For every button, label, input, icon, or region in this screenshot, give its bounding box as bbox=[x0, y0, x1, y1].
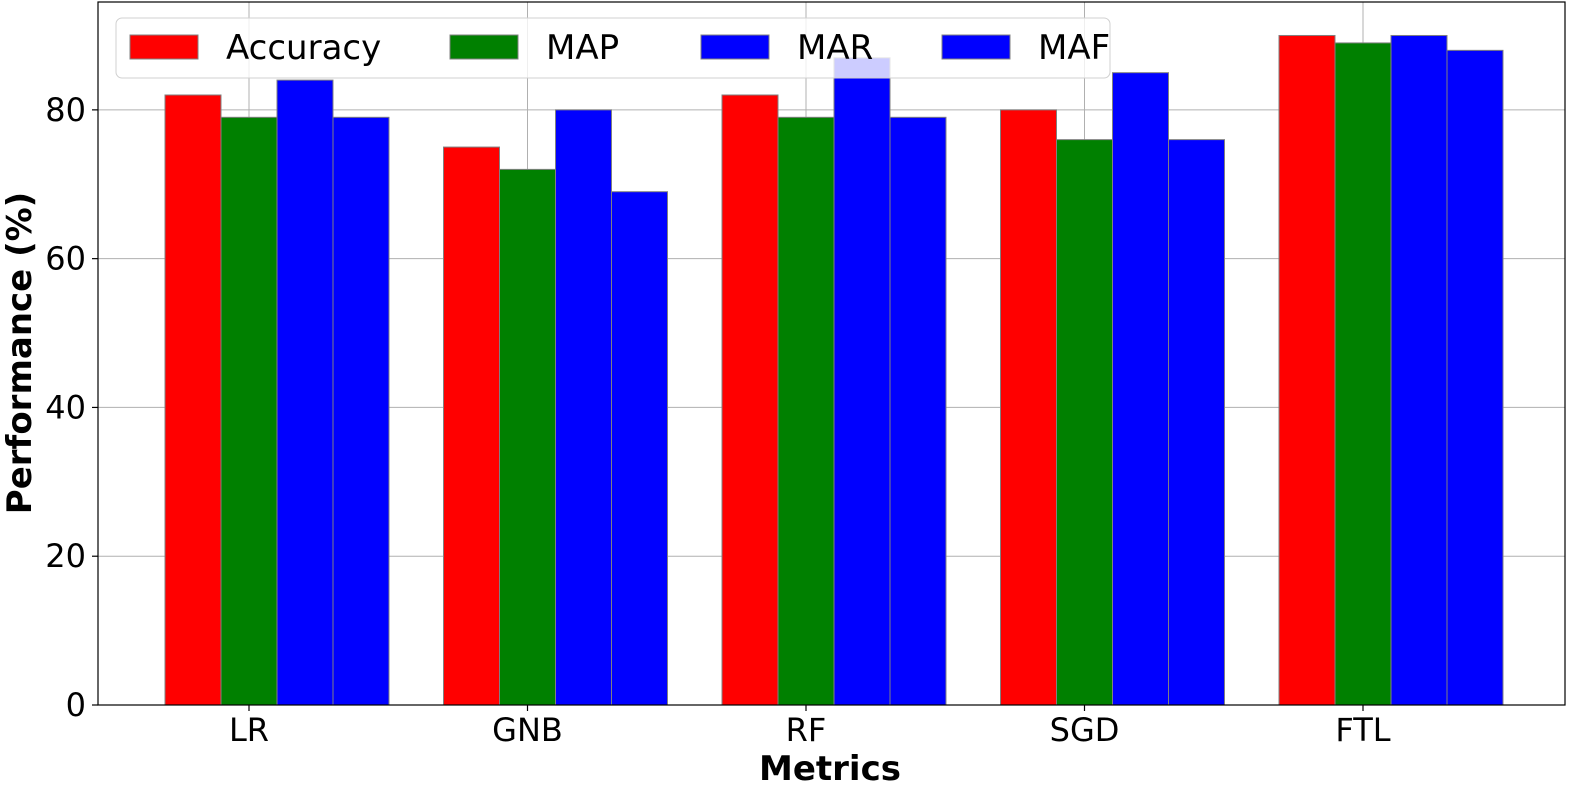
y-tick-label: 60 bbox=[45, 240, 86, 278]
bars-layer bbox=[164, 34, 1504, 706]
legend-label-map: MAP bbox=[546, 28, 619, 68]
bar-mar-lr bbox=[276, 79, 334, 706]
y-tick-label: 0 bbox=[66, 686, 86, 724]
y-axis-title: Performance (%) bbox=[0, 192, 40, 514]
bar-mar-ftl bbox=[1390, 34, 1448, 706]
legend-swatch-accuracy bbox=[129, 34, 199, 60]
legend-label-maf: MAF bbox=[1038, 28, 1110, 68]
bar-mar-rf bbox=[833, 57, 891, 706]
bar-map-gnb bbox=[499, 168, 556, 706]
bar-map-lr bbox=[220, 116, 278, 706]
bar-maf-rf bbox=[889, 116, 947, 706]
x-tick-label: LR bbox=[229, 711, 269, 749]
legend-box bbox=[115, 17, 1111, 79]
legend-swatch-mar bbox=[700, 34, 770, 60]
bar-maf-ftl bbox=[1446, 49, 1504, 706]
bar-map-rf bbox=[777, 116, 835, 706]
axes-layer: 0 20 40 60 80 LR GNB RF SGD FTL bbox=[45, 1, 1566, 749]
x-tick-label: SGD bbox=[1050, 711, 1120, 749]
y-tick-label: 80 bbox=[45, 91, 86, 129]
bar-mar-gnb bbox=[555, 109, 612, 706]
bar-mar-sgd bbox=[1112, 72, 1169, 706]
bar-maf-lr bbox=[332, 116, 390, 706]
legend-label-accuracy: Accuracy bbox=[226, 28, 381, 68]
plot-frame bbox=[97, 1, 1566, 706]
legend-swatch-maf bbox=[941, 34, 1011, 60]
x-axis-title: Metrics bbox=[759, 749, 901, 789]
x-tick-label: RF bbox=[786, 711, 827, 749]
bar-accuracy-lr bbox=[164, 94, 222, 706]
legend-label-mar: MAR bbox=[797, 28, 873, 68]
bar-map-sgd bbox=[1056, 139, 1113, 706]
x-tick-label: FTL bbox=[1335, 711, 1390, 749]
x-tick-label: GNB bbox=[492, 711, 563, 749]
legend: Accuracy MAP MAR MAF bbox=[115, 17, 1111, 79]
bar-accuracy-rf bbox=[721, 94, 779, 706]
y-tick-label: 20 bbox=[45, 537, 86, 575]
bar-maf-gnb bbox=[611, 191, 668, 706]
bar-map-ftl bbox=[1334, 42, 1392, 706]
bar-maf-sgd bbox=[1168, 139, 1225, 706]
bar-accuracy-ftl bbox=[1278, 34, 1336, 706]
bar-accuracy-gnb bbox=[443, 146, 500, 706]
legend-swatch-map bbox=[449, 34, 519, 60]
bar-accuracy-sgd bbox=[1000, 109, 1057, 706]
y-tick-label: 40 bbox=[45, 388, 86, 426]
